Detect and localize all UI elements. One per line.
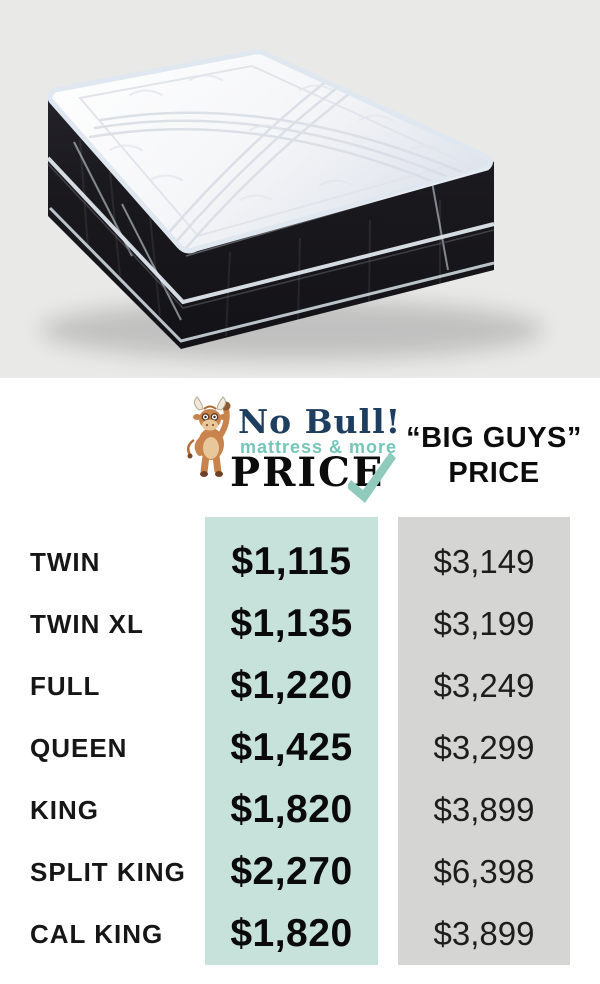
size-label: FULL: [30, 671, 101, 701]
mattress-image: [40, 49, 544, 360]
bigguys-price: $3,249: [433, 667, 535, 704]
nobull-price: $1,425: [230, 726, 353, 769]
competitor-name: “BIG GUYS”: [406, 422, 582, 454]
table-row: QUEEN $1,425 $3,299: [0, 717, 600, 779]
checkmark-icon: [348, 452, 396, 503]
brand-name: No Bull!: [238, 402, 402, 441]
nobull-price: $1,820: [230, 788, 353, 831]
nobull-price: $2,270: [230, 850, 353, 893]
bigguys-price: $3,299: [433, 729, 535, 766]
table-row: SPLIT KING $2,270 $6,398: [0, 841, 600, 903]
bigguys-price: $3,899: [433, 791, 535, 828]
table-row: FULL $1,220 $3,249: [0, 655, 600, 717]
competitor-price-label: PRICE: [448, 457, 540, 489]
nobull-column-background: [205, 517, 378, 965]
hero-section: [0, 0, 600, 378]
brand-logo: No Bull! mattress & more PRICE: [184, 392, 404, 504]
table-row: TWIN XL $1,135 $3,199: [0, 593, 600, 655]
price-comparison-table: TWIN $1,115 $3,149 TWIN XL $1,135 $3,199…: [0, 531, 600, 965]
nobull-price: $1,820: [230, 912, 353, 955]
bigguys-price: $3,149: [433, 543, 535, 580]
brand-tagline: mattress & more: [240, 437, 398, 457]
size-label: QUEEN: [30, 733, 128, 763]
nobull-price: $1,220: [230, 664, 353, 707]
table-row: TWIN $1,115 $3,149: [0, 531, 600, 593]
competitor-header: “BIG GUYS” PRICE: [392, 421, 596, 491]
bigguys-price: $3,899: [433, 915, 535, 952]
bigguys-price: $3,199: [433, 605, 535, 642]
table-row: CAL KING $1,820 $3,899: [0, 903, 600, 965]
bigguys-price: $6,398: [433, 853, 535, 890]
size-label: TWIN: [30, 547, 101, 577]
nobull-price: $1,135: [230, 602, 353, 645]
table-row: KING $1,820 $3,899: [0, 779, 600, 841]
bigguys-column-background: [398, 517, 570, 965]
size-label: CAL KING: [30, 919, 164, 949]
size-label: TWIN XL: [30, 609, 144, 639]
nobull-price: $1,115: [231, 540, 352, 583]
size-label: SPLIT KING: [30, 857, 186, 887]
bull-mascot-icon: [186, 396, 231, 477]
size-label: KING: [30, 795, 99, 825]
